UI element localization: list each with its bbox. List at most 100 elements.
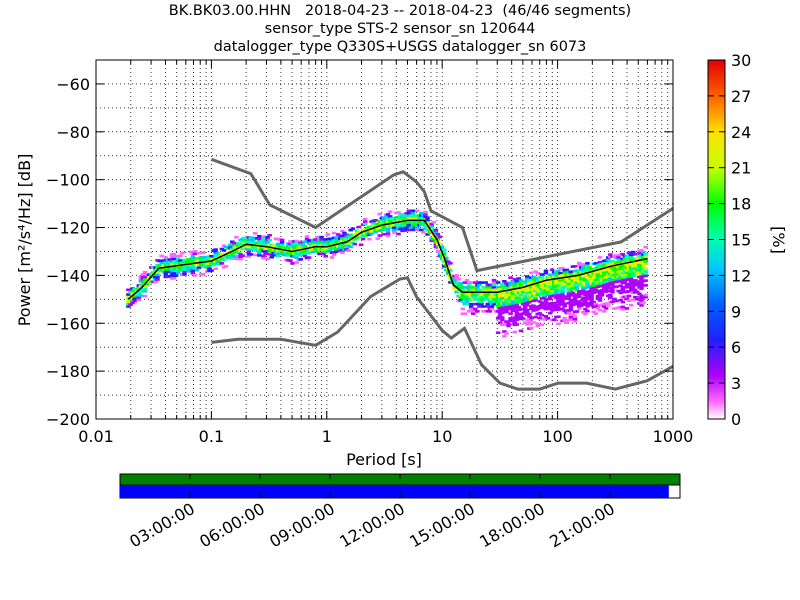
heatmap-cell xyxy=(462,312,468,315)
heatmap-cell xyxy=(421,231,426,234)
heatmap-cell xyxy=(402,224,407,228)
heatmap-cell xyxy=(585,305,590,308)
heatmap-cell xyxy=(171,257,177,261)
heatmap-cell xyxy=(518,298,524,302)
heatmap-cell xyxy=(248,241,254,244)
heatmap-cell xyxy=(385,234,391,238)
heatmap-cell xyxy=(400,212,405,216)
heatmap-cell xyxy=(593,262,599,265)
heatmap-cell xyxy=(583,300,588,304)
heatmap-cell xyxy=(610,283,615,287)
colorbar-tick-label: 15 xyxy=(731,231,751,250)
heatmap-cell xyxy=(643,262,648,266)
heatmap-cell xyxy=(535,307,540,311)
heatmap-cell xyxy=(269,255,274,259)
heatmap-cell xyxy=(464,300,470,304)
heatmap-cell xyxy=(433,229,439,232)
heatmap-cell xyxy=(504,281,509,285)
heatmap-cell xyxy=(597,256,603,259)
heatmap-cell xyxy=(608,293,613,297)
heatmap-cell xyxy=(603,287,609,291)
heatmap-cell xyxy=(527,315,532,318)
heatmap-cell xyxy=(643,255,648,258)
heatmap-cell xyxy=(443,258,449,262)
y-tick-label: −160 xyxy=(46,314,90,333)
heatmap-cell xyxy=(535,322,540,325)
heatmap-cell xyxy=(520,290,526,294)
heatmap-cell xyxy=(614,285,619,288)
heatmap-cell xyxy=(556,269,561,273)
heatmap-cell xyxy=(207,267,212,270)
heatmap-cell xyxy=(302,254,308,258)
heatmap-cell xyxy=(232,241,237,245)
heatmap-cell xyxy=(279,238,285,242)
colorbar-tick-label: 27 xyxy=(731,87,751,106)
chart-title-line2: sensor_type STS-2 sensor_sn 120644 xyxy=(264,21,536,37)
heatmap-cell xyxy=(259,247,264,250)
y-tick-label: −100 xyxy=(46,171,90,190)
heatmap-cell xyxy=(572,265,578,268)
heatmap-cell xyxy=(298,241,304,244)
heatmap-cell xyxy=(483,281,488,284)
heatmap-cell xyxy=(610,259,615,263)
heatmap-cell xyxy=(194,268,200,272)
heatmap-cell xyxy=(483,298,488,301)
heatmap-cell xyxy=(344,233,349,237)
heatmap-cell xyxy=(620,307,626,311)
heatmap-cell xyxy=(549,268,555,272)
heatmap-cell xyxy=(574,310,580,313)
heatmap-cell xyxy=(572,284,578,287)
heatmap-cell xyxy=(248,253,254,256)
heatmap-cell xyxy=(572,298,578,302)
heatmap-cell xyxy=(354,236,360,240)
heatmap-cell xyxy=(338,247,343,250)
heatmap-cell xyxy=(358,243,364,247)
heatmap-cell xyxy=(562,283,567,286)
heatmap-cell xyxy=(331,253,337,256)
heatmap-cell xyxy=(547,307,553,310)
heatmap-cell xyxy=(585,309,590,313)
heatmap-cell xyxy=(595,306,601,310)
heatmap-cell xyxy=(562,295,567,298)
heatmap-cell xyxy=(132,295,137,298)
heatmap-cell xyxy=(213,250,218,254)
heatmap-cell xyxy=(275,254,281,258)
heatmap-cell xyxy=(589,294,594,297)
heatmap-cell xyxy=(190,255,196,258)
heatmap-cell xyxy=(643,296,648,299)
heatmap-cell xyxy=(458,298,464,302)
heatmap-cell xyxy=(130,301,135,305)
heatmap-cell xyxy=(527,320,532,323)
heatmap-cell xyxy=(502,279,507,283)
heatmap-cell xyxy=(531,304,536,308)
colorbar-tick-label: 6 xyxy=(731,338,741,357)
heatmap-cell xyxy=(410,211,416,215)
heatmap-cell xyxy=(279,243,285,247)
heatmap-cell xyxy=(464,302,470,306)
heatmap-cell xyxy=(387,219,393,223)
heatmap-cell xyxy=(633,252,638,256)
heatmap-cell xyxy=(153,280,158,284)
heatmap-cell xyxy=(643,260,648,263)
heatmap-cell xyxy=(265,240,270,244)
heatmap-cell xyxy=(423,210,428,214)
heatmap-cell xyxy=(633,295,638,299)
heatmap-cell xyxy=(549,292,555,296)
heatmap-cell xyxy=(192,252,198,256)
heatmap-cell xyxy=(643,274,648,278)
heatmap-cell xyxy=(603,302,609,305)
grid xyxy=(96,60,673,419)
heatmap-cell xyxy=(591,310,596,314)
colorbar-tick-label: 3 xyxy=(731,374,741,393)
heatmap-cell xyxy=(227,246,233,249)
heatmap-cell xyxy=(562,302,567,306)
heatmap-cell xyxy=(360,237,366,241)
heatmap-cell xyxy=(630,250,636,254)
heatmap-cell xyxy=(412,223,418,227)
heatmap-cell xyxy=(531,275,536,279)
heatmap-cell xyxy=(518,293,524,297)
heatmap-cell xyxy=(616,270,621,274)
heatmap-cell xyxy=(578,301,584,305)
heatmap-cell xyxy=(583,308,588,311)
heatmap-cell xyxy=(473,307,478,311)
